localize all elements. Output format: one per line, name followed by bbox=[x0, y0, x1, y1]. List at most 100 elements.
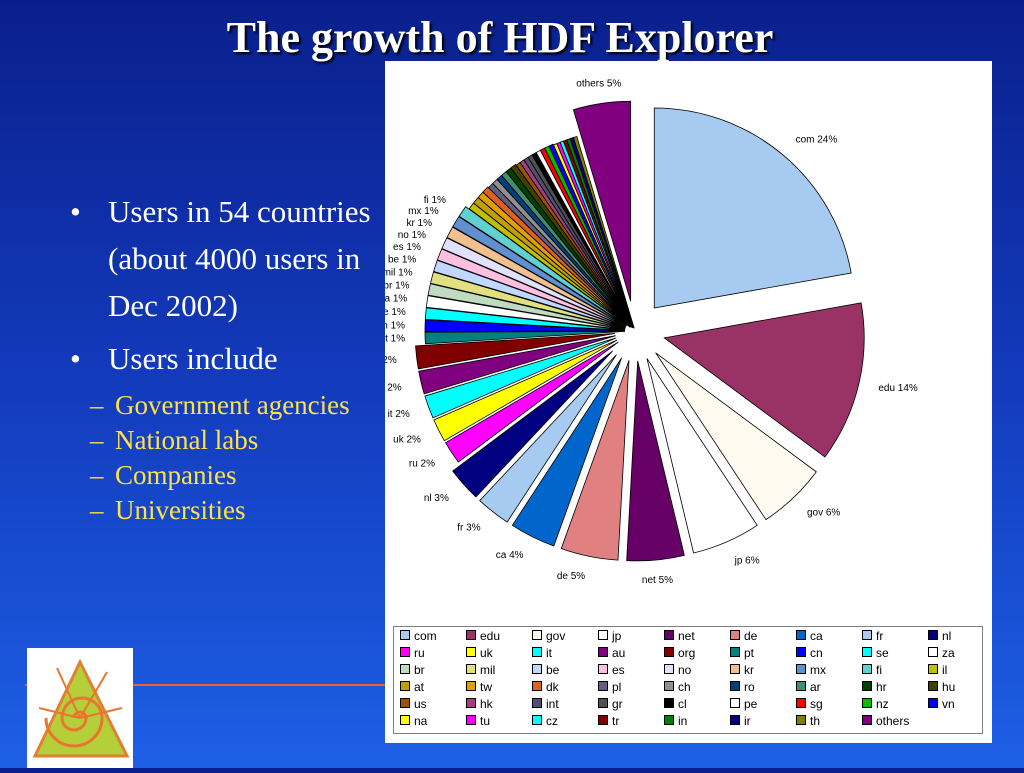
legend-item-es: es bbox=[598, 663, 625, 677]
legend-label: sg bbox=[810, 697, 823, 711]
legend-item-pe: pe bbox=[730, 697, 757, 711]
legend-item-hk: hk bbox=[466, 697, 493, 711]
pie-label-kr: kr 1% bbox=[406, 218, 432, 229]
sub-bullet: – National labs bbox=[90, 425, 259, 455]
pie-label-net: net 5% bbox=[642, 575, 673, 586]
pie-label-au: au 2% bbox=[385, 382, 402, 393]
pie-label-others: others 5% bbox=[576, 79, 621, 90]
legend-label: tu bbox=[480, 714, 491, 728]
legend-swatch bbox=[796, 630, 806, 640]
legend-label: hr bbox=[876, 680, 887, 694]
pie-slice-org bbox=[415, 333, 616, 370]
legend-swatch bbox=[664, 630, 674, 640]
legend-item-cz: cz bbox=[532, 714, 558, 728]
legend-item-pt: pt bbox=[730, 646, 754, 660]
legend-item-tw: tw bbox=[466, 680, 492, 694]
legend-label: uk bbox=[480, 646, 493, 660]
legend-item-tr: tr bbox=[598, 714, 619, 728]
legend-swatch bbox=[730, 681, 740, 691]
legend-label: il bbox=[942, 663, 948, 677]
sub-bullet-text: Universities bbox=[115, 495, 246, 525]
legend-swatch bbox=[466, 664, 476, 674]
sub-bullet: – Universities bbox=[90, 495, 246, 525]
pie-slice-it bbox=[424, 337, 617, 419]
pie-slice-kr bbox=[446, 226, 627, 327]
legend-item-nz: nz bbox=[862, 697, 889, 711]
bullet-item: • Users in 54 countries (about 4000 user… bbox=[70, 188, 390, 329]
pie-label-ru: ru 2% bbox=[409, 459, 435, 470]
legend-item-mx: mx bbox=[796, 663, 826, 677]
pie-label-mx: mx 1% bbox=[408, 206, 439, 217]
legend-label: ir bbox=[744, 714, 751, 728]
legend-swatch bbox=[598, 664, 608, 674]
legend-label: es bbox=[612, 663, 625, 677]
pie-slice-mil bbox=[430, 271, 626, 329]
legend-item-se: se bbox=[862, 646, 889, 660]
legend-swatch bbox=[400, 715, 410, 725]
legend-item-ca: ca bbox=[796, 629, 823, 643]
legend-label: gov bbox=[546, 629, 566, 643]
legend-swatch bbox=[532, 664, 542, 674]
legend-swatch bbox=[796, 715, 806, 725]
legend-label: be bbox=[546, 663, 560, 677]
legend-item-us: us bbox=[400, 697, 427, 711]
legend-label: kr bbox=[744, 663, 754, 677]
legend-label: br bbox=[414, 663, 425, 677]
legend-label: jp bbox=[612, 629, 622, 643]
pie-slice-se bbox=[424, 307, 626, 331]
legend-item-ro: ro bbox=[730, 680, 755, 694]
legend-swatch bbox=[664, 698, 674, 708]
legend-item-gr: gr bbox=[598, 697, 623, 711]
legend-label: tw bbox=[480, 680, 492, 694]
legend-swatch bbox=[862, 698, 872, 708]
legend-item-sg: sg bbox=[796, 697, 823, 711]
legend-label: us bbox=[414, 697, 427, 711]
slide-title: The growth of HDF Explorer bbox=[226, 13, 774, 62]
legend-item-no: no bbox=[664, 663, 691, 677]
pie-slice-de bbox=[560, 360, 630, 561]
legend-swatch bbox=[466, 681, 476, 691]
pie-slice-au bbox=[418, 335, 616, 395]
pie-label-com: com 24% bbox=[796, 134, 838, 145]
legend-swatch bbox=[532, 715, 542, 725]
bullet-dot: • bbox=[70, 341, 81, 376]
legend-label: in bbox=[678, 714, 688, 728]
sub-bullet: – Companies bbox=[90, 460, 237, 490]
pie-slice-net bbox=[626, 360, 685, 562]
legend-label: vn bbox=[942, 697, 955, 711]
legend-label: org bbox=[678, 646, 696, 660]
legend-item-others: others bbox=[862, 714, 909, 728]
legend-item-br: br bbox=[400, 663, 425, 677]
legend-swatch bbox=[598, 647, 608, 657]
pie-slice-edu bbox=[663, 302, 865, 458]
legend-label: cz bbox=[546, 714, 558, 728]
legend-swatch bbox=[862, 715, 872, 725]
pie-slice-nl bbox=[452, 350, 613, 498]
bullet-dot: • bbox=[70, 194, 81, 229]
legend-label: it bbox=[546, 646, 552, 660]
legend-swatch bbox=[730, 715, 740, 725]
legend-swatch bbox=[532, 647, 542, 657]
legend-item-pl: pl bbox=[598, 680, 621, 694]
pie-label-fr: fr 3% bbox=[457, 523, 480, 534]
legend-label: cl bbox=[678, 697, 687, 711]
legend-item-mil: mil bbox=[466, 663, 495, 677]
legend-swatch bbox=[466, 698, 476, 708]
pie-slice-vn bbox=[548, 143, 634, 328]
legend-label: gr bbox=[612, 697, 623, 711]
legend-item-net: net bbox=[664, 629, 695, 643]
legend-label: ch bbox=[678, 680, 691, 694]
legend-swatch bbox=[400, 664, 410, 674]
pie-slice-jp bbox=[646, 358, 758, 554]
bullet-item: • Users include bbox=[70, 335, 390, 382]
legend-swatch bbox=[664, 715, 674, 725]
legend-label: dk bbox=[546, 680, 559, 694]
legend-item-th: th bbox=[796, 714, 820, 728]
legend-label: se bbox=[876, 646, 889, 660]
legend-swatch bbox=[466, 630, 476, 640]
legend-label: hk bbox=[480, 697, 493, 711]
sub-bullet-text: National labs bbox=[115, 425, 259, 455]
pie-label-br: br 1% bbox=[385, 281, 410, 292]
divider-line bbox=[25, 684, 387, 686]
legend-item-hu: hu bbox=[928, 680, 955, 694]
